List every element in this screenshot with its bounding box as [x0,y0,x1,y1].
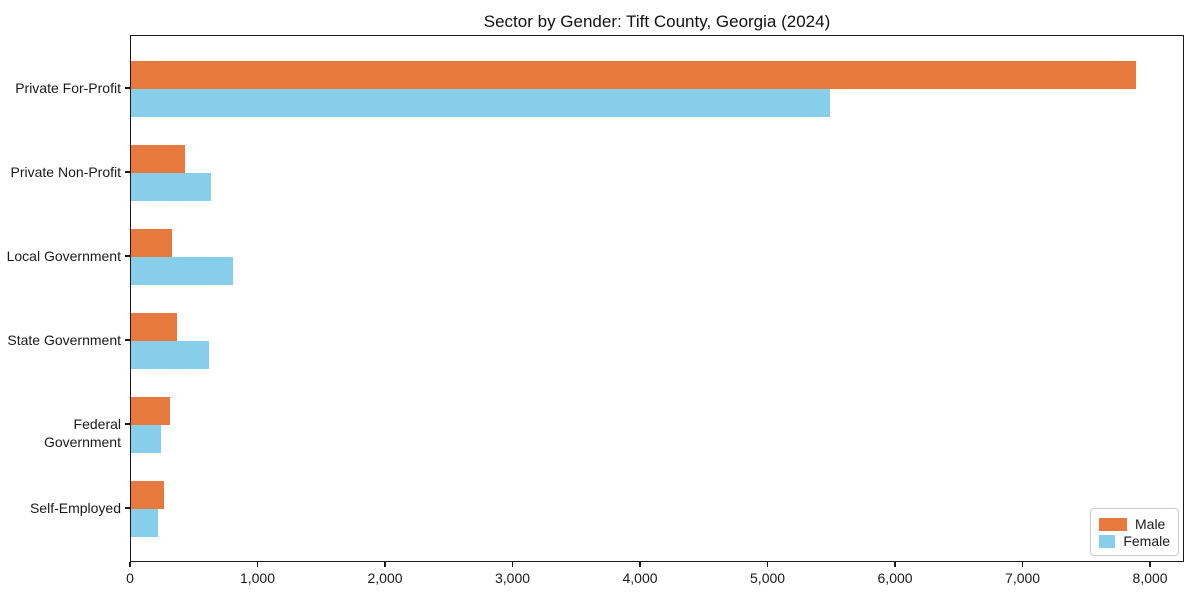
x-tick-mark [766,562,769,567]
y-tick-mark [125,171,130,173]
y-tick-label: State Government [7,332,121,348]
x-tick-label: 6,000 [877,570,913,586]
y-tick-mark [125,339,130,341]
bar-female-federal-government [131,425,161,453]
bar-male-private-for-profit [131,61,1136,89]
x-tick-label: 4,000 [622,570,658,586]
y-tick-label: Federal Government [43,416,121,450]
bar-female-local-government [131,257,233,285]
legend-item-male: Male [1099,516,1170,532]
x-tick-label: 8,000 [1132,570,1168,586]
y-tick-label: Private Non-Profit [10,164,121,180]
bar-female-private-non-profit [131,173,211,201]
male-swatch-icon [1099,517,1127,531]
plot-area [130,35,1184,562]
legend-label-male: Male [1135,516,1166,532]
bar-male-self-employed [131,481,164,509]
x-tick-mark [1021,562,1024,567]
female-swatch-icon [1099,534,1116,548]
chart-title: Sector by Gender: Tift County, Georgia (… [483,12,831,31]
x-tick-mark [1149,562,1151,567]
legend-label-female: Female [1123,533,1170,549]
bar-male-local-government [131,229,173,257]
y-tick-mark [125,87,130,89]
bar-female-self-employed [131,509,158,537]
legend-item-female: Female [1099,533,1170,549]
x-tick-label: 5,000 [750,570,786,586]
x-tick-mark [129,562,131,567]
legend: Male Female [1090,508,1179,556]
bar-female-state-government [131,341,210,369]
bar-male-state-government [131,313,177,341]
y-tick-label: Local Government [6,248,121,264]
bar-female-private-for-profit [131,89,830,117]
x-tick-mark [256,562,259,567]
bar-male-private-non-profit [131,145,186,173]
bar-male-federal-government [131,397,170,425]
y-tick-label: Private For-Profit [15,80,121,96]
x-tick-label: 1,000 [239,570,276,586]
x-tick-label: 0 [126,570,134,586]
x-tick-mark [511,562,514,567]
x-tick-label: 7,000 [1005,570,1041,586]
x-tick-label: 3,000 [494,570,531,586]
x-tick-mark [384,562,386,567]
y-tick-mark [125,423,130,425]
x-tick-label: 2,000 [367,570,403,586]
x-tick-mark [639,562,641,567]
y-tick-mark [125,507,130,509]
y-tick-mark [125,255,130,257]
x-tick-mark [894,562,896,567]
y-tick-label: Self-Employed [29,500,121,516]
